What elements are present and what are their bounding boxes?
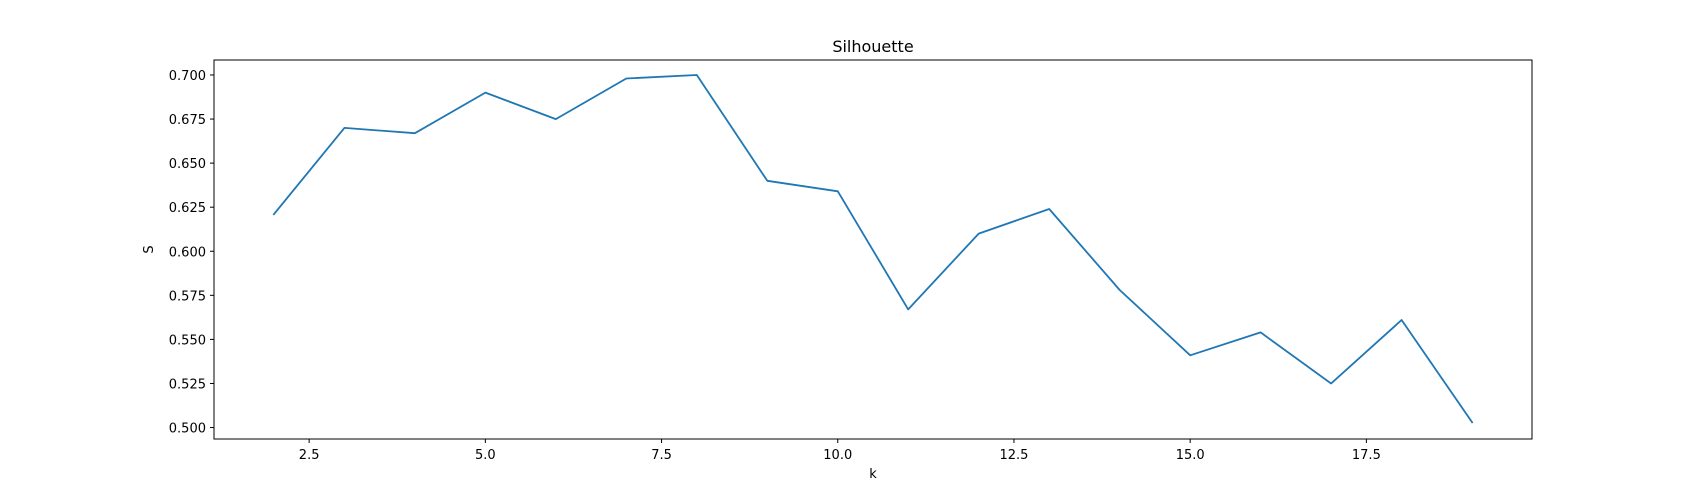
x-tick-label: 12.5 (999, 448, 1028, 463)
y-tick-label: 0.525 (169, 377, 206, 392)
x-tick-label: 2.5 (299, 448, 320, 463)
y-tick-label: 0.625 (169, 201, 206, 216)
x-axis-label: k (869, 467, 877, 482)
y-tick-label: 0.575 (169, 289, 206, 304)
x-tick-label: 5.0 (475, 448, 496, 463)
y-tick-label: 0.500 (169, 422, 206, 437)
y-tick-label: 0.550 (169, 333, 206, 348)
y-tick-label: 0.700 (169, 69, 206, 84)
y-axis-label: S (142, 245, 157, 253)
x-tick-label: 7.5 (651, 448, 672, 463)
series-lines (272, 74, 1474, 424)
x-tick-label: 15.0 (1176, 448, 1205, 463)
silhouette-series-line (272, 74, 1474, 424)
y-tick-label: 0.650 (169, 157, 206, 172)
x-tick-label: 17.5 (1352, 448, 1381, 463)
plot-frame (213, 59, 1533, 440)
y-axis-ticks: 0.500 0.525 0.550 0.575 0.600 0.625 0.650 0.675… (169, 69, 214, 437)
y-tick-label: 0.675 (169, 113, 206, 128)
chart-title: Silhouette (832, 37, 913, 56)
y-tick-label: 0.600 (169, 245, 206, 260)
x-axis-ticks: 2.5 5.0 7.5 10.0 12.5 15.0 17.5 (299, 439, 1381, 463)
x-tick-label: 10.0 (823, 448, 852, 463)
